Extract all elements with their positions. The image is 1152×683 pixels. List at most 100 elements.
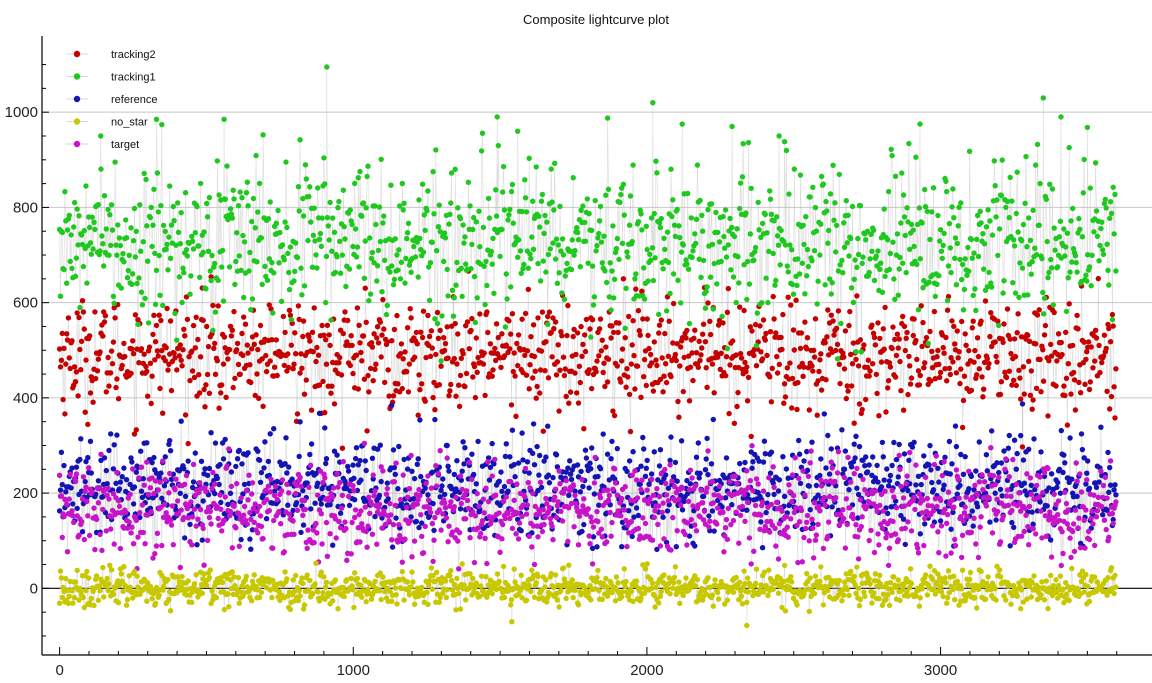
point-target bbox=[135, 534, 141, 540]
point-tracking2 bbox=[148, 400, 154, 407]
point-tracking2 bbox=[747, 324, 753, 330]
point-tracking2 bbox=[578, 323, 584, 330]
point-reference bbox=[404, 466, 411, 472]
point-tracking2 bbox=[94, 368, 101, 374]
point-tracking2 bbox=[138, 346, 145, 352]
point-tracking1 bbox=[399, 180, 405, 187]
point-tracking1 bbox=[686, 320, 693, 327]
point-target bbox=[374, 541, 380, 547]
point-reference bbox=[376, 492, 383, 499]
point-tracking2 bbox=[452, 320, 458, 327]
point-tracking1 bbox=[596, 230, 602, 237]
point-reference bbox=[116, 486, 123, 492]
point-tracking1 bbox=[722, 245, 728, 251]
point-reference bbox=[672, 459, 679, 466]
point-no_star bbox=[91, 602, 97, 609]
point-target bbox=[169, 503, 176, 509]
point-tracking2 bbox=[745, 374, 752, 381]
point-tracking1 bbox=[200, 249, 206, 255]
point-tracking1 bbox=[389, 263, 395, 269]
point-no_star bbox=[185, 578, 191, 584]
point-target bbox=[651, 514, 657, 521]
point-target bbox=[129, 524, 135, 530]
point-target bbox=[820, 545, 827, 552]
point-tracking1 bbox=[849, 203, 856, 210]
point-target bbox=[446, 523, 452, 529]
point-tracking1 bbox=[421, 212, 427, 218]
point-tracking1 bbox=[67, 258, 73, 265]
point-target bbox=[977, 524, 983, 530]
point-tracking1 bbox=[145, 258, 151, 264]
point-tracking2 bbox=[498, 364, 504, 371]
point-target bbox=[970, 496, 976, 502]
point-reference bbox=[284, 470, 290, 476]
point-reference bbox=[719, 504, 725, 510]
point-tracking1 bbox=[774, 214, 780, 220]
point-reference bbox=[801, 458, 807, 464]
point-tracking1 bbox=[586, 211, 592, 217]
point-tracking1 bbox=[331, 229, 338, 235]
point-tracking1 bbox=[234, 230, 240, 236]
point-reference bbox=[57, 487, 64, 493]
point-tracking2 bbox=[155, 353, 161, 359]
point-reference bbox=[993, 517, 999, 523]
point-tracking1 bbox=[638, 211, 644, 217]
point-tracking1 bbox=[829, 280, 835, 286]
point-tracking2 bbox=[492, 345, 498, 352]
point-reference bbox=[917, 531, 923, 537]
point-tracking1 bbox=[88, 251, 95, 257]
point-tracking2 bbox=[501, 353, 508, 359]
point-reference bbox=[1029, 509, 1035, 515]
point-tracking1 bbox=[188, 273, 194, 279]
point-tracking2 bbox=[493, 321, 500, 327]
point-no_star bbox=[97, 588, 103, 594]
point-target bbox=[447, 503, 453, 509]
point-tracking2 bbox=[600, 369, 606, 376]
point-tracking2 bbox=[1108, 393, 1115, 400]
point-tracking2 bbox=[984, 356, 990, 362]
point-reference bbox=[138, 488, 145, 494]
point-target bbox=[407, 518, 413, 524]
point-target bbox=[1062, 489, 1068, 495]
point-target bbox=[73, 471, 80, 477]
point-target bbox=[563, 477, 569, 484]
point-tracking1 bbox=[794, 282, 800, 289]
point-tracking2 bbox=[228, 333, 235, 339]
point-target bbox=[568, 500, 575, 507]
point-target bbox=[193, 523, 199, 529]
point-tracking1 bbox=[811, 248, 818, 254]
point-tracking1 bbox=[1072, 253, 1079, 259]
point-tracking1 bbox=[149, 243, 155, 250]
point-tracking1 bbox=[350, 243, 356, 250]
point-tracking1 bbox=[1014, 169, 1020, 175]
point-tracking1 bbox=[891, 276, 897, 282]
point-no_star bbox=[189, 599, 195, 606]
point-reference bbox=[461, 461, 467, 467]
point-tracking1 bbox=[948, 269, 954, 276]
point-target bbox=[575, 542, 582, 548]
point-tracking1 bbox=[886, 266, 893, 273]
point-target bbox=[794, 522, 800, 529]
point-tracking2 bbox=[574, 330, 581, 336]
point-reference bbox=[761, 438, 768, 444]
point-target bbox=[1043, 533, 1050, 539]
point-tracking2 bbox=[959, 424, 966, 431]
point-reference bbox=[534, 443, 540, 450]
point-tracking2 bbox=[737, 304, 743, 310]
point-tracking1 bbox=[1103, 205, 1109, 211]
point-reference bbox=[216, 481, 222, 488]
point-reference bbox=[358, 477, 364, 483]
point-reference bbox=[439, 483, 445, 489]
point-tracking2 bbox=[433, 351, 439, 358]
point-reference bbox=[807, 507, 813, 513]
point-tracking2 bbox=[848, 351, 854, 358]
point-target bbox=[236, 543, 242, 549]
point-tracking1 bbox=[1093, 208, 1100, 214]
point-tracking1 bbox=[219, 264, 225, 270]
point-target bbox=[1018, 533, 1025, 539]
point-tracking1 bbox=[729, 224, 735, 231]
point-reference bbox=[123, 477, 130, 483]
point-tracking1 bbox=[180, 265, 186, 271]
point-target bbox=[496, 510, 502, 516]
point-tracking2 bbox=[767, 329, 774, 335]
